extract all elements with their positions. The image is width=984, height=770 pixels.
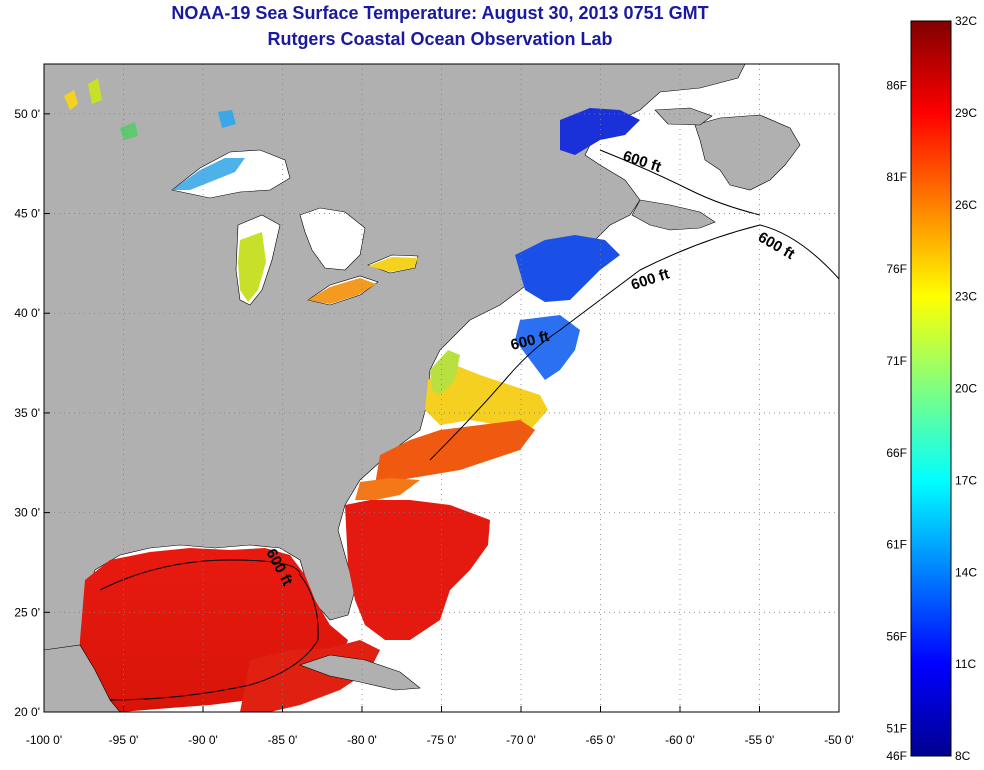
sst-florida-atlantic — [345, 500, 490, 640]
lake-erie-sst — [308, 278, 376, 304]
lon-tick-label: -85 0' — [268, 733, 298, 747]
sst-gulf-of-maine — [515, 235, 620, 302]
latitude-axis: 20 0' 25 0' 30 0' 35 0' 40 0' 45 0' 50 0' — [14, 107, 50, 719]
celsius-tick-label: 26C — [955, 198, 977, 212]
lat-tick-label: 45 0' — [14, 207, 40, 221]
sst-map: 600 ft 600 ft 600 ft 600 ft 600 ft -100 … — [14, 63, 854, 747]
lake-huron — [299, 207, 366, 271]
celsius-tick-label: 23C — [955, 290, 977, 304]
graticule — [44, 64, 839, 712]
land-newfoundland — [694, 114, 801, 191]
lon-tick-label: -90 0' — [188, 733, 218, 747]
lon-tick-label: -80 0' — [347, 733, 377, 747]
lake-ontario-sst — [368, 257, 418, 272]
lat-tick-label: 40 0' — [14, 306, 40, 320]
sst-georges-bank — [515, 315, 580, 380]
lat-tick-label: 25 0' — [14, 605, 40, 619]
celsius-tick-label: 20C — [955, 382, 977, 396]
fahrenheit-tick-label: 61F — [886, 538, 907, 552]
lon-tick-label: -70 0' — [506, 733, 536, 747]
canadian-lake-sst — [88, 78, 102, 104]
sst-mid-atlantic — [425, 365, 548, 430]
celsius-tick-label: 14C — [955, 565, 977, 579]
celsius-tick-label: 29C — [955, 106, 977, 120]
map-subtitle: Rutgers Coastal Ocean Observation Lab — [267, 29, 613, 49]
lat-tick-label: 50 0' — [14, 107, 40, 121]
colorbar-scale — [910, 20, 952, 757]
lat-tick-label: 30 0' — [14, 506, 40, 520]
lon-tick-label: -75 0' — [427, 733, 457, 747]
lake-michigan-sst — [238, 232, 266, 302]
lon-tick-label: -50 0' — [824, 733, 854, 747]
sst-gulf-st-lawrence — [560, 108, 640, 155]
longitude-axis: -100 0' -95 0' -90 0' -85 0' -80 0' -75 0' -70… — [26, 706, 854, 747]
lon-tick-label: -55 0' — [745, 733, 775, 747]
canadian-lake-sst — [120, 122, 138, 140]
fahrenheit-tick-label: 46F — [886, 749, 907, 763]
lake-superior — [171, 149, 291, 199]
sst-carolina-shelf — [355, 478, 420, 500]
isobath-600ft — [99, 149, 839, 701]
lake-superior-sst — [172, 158, 245, 190]
sst-chesapeake-shelf — [430, 350, 460, 395]
canadian-lake-sst — [64, 90, 78, 110]
land-nova-scotia — [631, 199, 716, 231]
map-title: NOAA-19 Sea Surface Temperature: August … — [171, 3, 709, 23]
celsius-tick-label: 32C — [955, 14, 977, 28]
fahrenheit-tick-label: 51F — [886, 721, 907, 735]
lon-tick-label: -60 0' — [665, 733, 695, 747]
lon-tick-label: -65 0' — [586, 733, 616, 747]
lon-tick-label: -100 0' — [26, 733, 62, 747]
fahrenheit-tick-label: 86F — [886, 78, 907, 92]
lon-tick-label: -95 0' — [109, 733, 139, 747]
land-north-america — [44, 64, 746, 712]
lat-tick-label: 35 0' — [14, 406, 40, 420]
celsius-tick-label: 8C — [955, 749, 971, 763]
fahrenheit-tick-label: 71F — [886, 354, 907, 368]
land-cuba — [299, 654, 421, 691]
celsius-tick-label: 11C — [955, 657, 976, 671]
fahrenheit-tick-label: 76F — [886, 262, 907, 276]
land-anticosti — [654, 107, 713, 126]
fahrenheit-tick-label: 66F — [886, 446, 907, 460]
sst-south-atlantic-bight — [375, 420, 535, 485]
fahrenheit-tick-label: 56F — [886, 630, 907, 644]
celsius-tick-label: 17C — [955, 473, 977, 487]
fahrenheit-tick-label: 81F — [886, 170, 907, 184]
canadian-lake-sst — [218, 110, 236, 128]
lat-tick-label: 20 0' — [14, 705, 40, 719]
